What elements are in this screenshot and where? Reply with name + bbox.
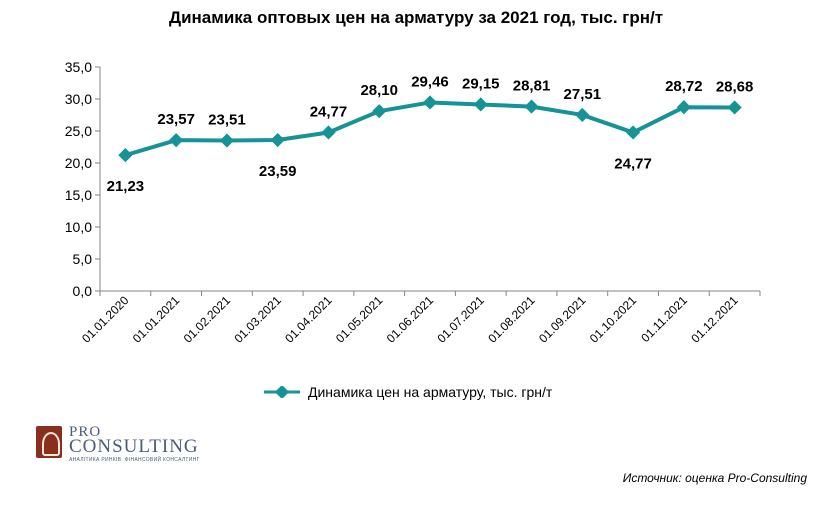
x-tick-label: 01.08.2021 <box>485 293 538 346</box>
x-axis-ticks: 01.01.202001.01.202101.02.202101.03.2021… <box>79 291 761 346</box>
x-tick-label: 01.04.2021 <box>282 293 335 346</box>
chart-legend: Динамика цен на арматуру, тыс. грн/т <box>262 384 552 400</box>
logo-line1: PRO <box>69 424 102 440</box>
y-tick-label: 20,0 <box>65 155 92 171</box>
logo-emblem-icon <box>36 426 62 458</box>
chart-series <box>118 95 742 163</box>
x-tick-label: 01.11.2021 <box>638 293 690 345</box>
data-label: 28,10 <box>360 82 398 99</box>
data-label: 24,77 <box>310 103 348 120</box>
data-point <box>575 107 590 123</box>
data-label: 23,51 <box>208 112 246 129</box>
data-point <box>473 97 488 112</box>
data-point <box>524 99 539 114</box>
data-point <box>626 125 641 140</box>
data-label: 23,59 <box>259 163 297 180</box>
chart-title: Динамика оптовых цен на арматуру за 2021… <box>168 8 664 27</box>
x-tick-label: 01.05.2021 <box>333 293 386 346</box>
y-axis-ticks: 0,0 5,0 10,0 15,0 20,0 25,0 30,0 35,0 <box>65 59 100 299</box>
y-tick-label: 25,0 <box>65 123 92 139</box>
legend-marker-icon <box>264 386 300 398</box>
data-point <box>727 100 742 115</box>
y-tick-label: 0,0 <box>73 283 93 299</box>
x-tick-label: 01.01.2020 <box>79 293 132 346</box>
y-tick-label: 10,0 <box>65 219 92 235</box>
data-label: 28,81 <box>513 78 551 95</box>
data-point <box>676 100 691 115</box>
data-label: 24,77 <box>614 155 652 172</box>
source-note: Источник: оценка Pro-Consulting <box>622 471 807 485</box>
x-tick-label: 01.06.2021 <box>384 293 437 346</box>
data-point <box>422 95 438 110</box>
data-label: 21,23 <box>107 178 145 195</box>
y-tick-label: 5,0 <box>73 251 93 267</box>
data-labels: 21,23 23,57 23,51 23,59 24,77 28,10 29,46 29,15… <box>107 73 754 195</box>
data-point <box>270 132 285 148</box>
x-tick-label: 01.03.2021 <box>231 293 284 346</box>
x-tick-label: 01.12.2021 <box>688 293 741 346</box>
x-tick-label: 01.01.2021 <box>130 293 183 346</box>
data-label: 28,72 <box>665 78 703 95</box>
x-tick-label: 01.02.2021 <box>181 293 234 346</box>
data-point <box>219 133 234 148</box>
legend-label: Динамика цен на арматуру, тыс. грн/т <box>308 384 553 400</box>
data-label: 23,57 <box>157 111 195 128</box>
series-line <box>124 100 735 158</box>
x-tick-label: 01.10.2021 <box>587 293 640 346</box>
x-tick-label: 01.07.2021 <box>435 293 488 346</box>
data-point <box>169 133 184 148</box>
logo-line2: CONSULTING <box>69 436 199 457</box>
pro-consulting-logo: PRO CONSULTING АНАЛІТИКА РИНКІВ. ФІНАНСО… <box>36 424 216 466</box>
logo-tagline: АНАЛІТИКА РИНКІВ. ФІНАНСОВИЙ КОНСАЛТИНГ <box>69 457 200 463</box>
data-label: 29,46 <box>411 73 449 90</box>
data-point <box>321 125 336 140</box>
y-tick-label: 30,0 <box>65 91 92 107</box>
chart-axes <box>99 67 760 292</box>
y-tick-label: 15,0 <box>65 187 92 203</box>
data-label: 28,68 <box>716 78 754 95</box>
data-point <box>372 104 387 119</box>
data-point <box>118 148 133 163</box>
y-tick-label: 35,0 <box>65 59 92 75</box>
x-tick-label: 01.09.2021 <box>536 293 589 346</box>
line-chart: 0,0 5,0 10,0 15,0 20,0 25,0 30,0 35,0 01.01.202… <box>65 59 761 346</box>
data-label: 27,51 <box>564 86 602 103</box>
data-label: 29,15 <box>462 75 500 92</box>
